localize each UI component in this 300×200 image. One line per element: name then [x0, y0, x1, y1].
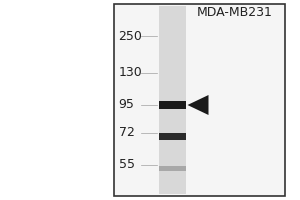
Text: MDA-MB231: MDA-MB231 [197, 6, 273, 19]
Bar [159, 6, 186, 194]
Text: 95: 95 [118, 98, 134, 112]
Text: 55: 55 [118, 158, 134, 171]
Bar [159, 133, 186, 140]
Bar [114, 4, 285, 196]
Polygon shape [188, 95, 208, 115]
Text: 130: 130 [118, 66, 142, 79]
Text: 250: 250 [118, 29, 142, 43]
Bar [159, 101, 186, 109]
Text: 72: 72 [118, 127, 134, 140]
Bar [159, 166, 186, 171]
